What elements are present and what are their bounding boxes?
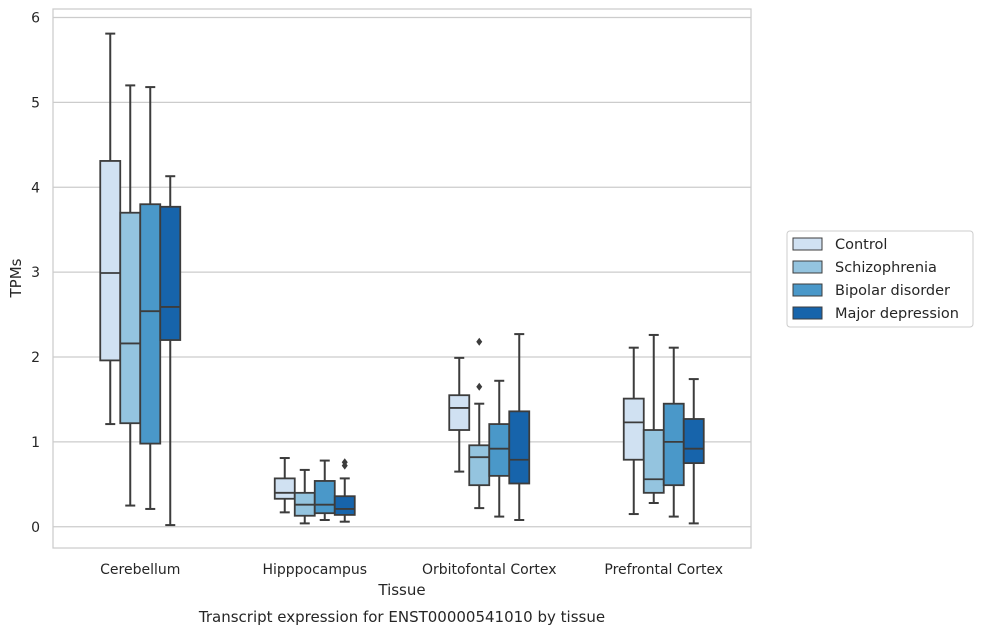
legend-swatch-bipolar-disorder [792, 283, 823, 297]
x-axis-label: Tissue [377, 581, 425, 599]
box-prefrontal-cortex-control [622, 346, 645, 516]
y-tick-label-5: 5 [31, 95, 40, 111]
legend-entry-control: Control [792, 237, 887, 253]
box-orbitofontal-cortex-schizophrenia-iqr [468, 444, 491, 487]
y-axis-label: TPMs [7, 258, 25, 298]
box-orbitofontal-cortex-schizophrenia-outlier-0 [476, 382, 483, 391]
chart-caption: Transcript expression for ENST0000054101… [198, 608, 605, 626]
x-tick-label-orbitofontal-cortex: Orbitofontal Cortex [422, 562, 557, 578]
x-tick-label-prefrontal-cortex: Prefrontal Cortex [604, 562, 723, 578]
box-orbitofontal-cortex-control-iqr [448, 394, 471, 431]
legend-label-control: Control [835, 237, 887, 253]
box-series [99, 32, 705, 527]
y-tick-label-2: 2 [31, 350, 40, 366]
box-orbitofontal-cortex-control [448, 356, 471, 473]
legend-swatch-major-depression [792, 306, 823, 320]
box-cerebellum-schizophrenia-iqr [119, 211, 142, 425]
box-orbitofontal-cortex-bipolar-disorder-iqr [488, 423, 511, 477]
box-hipppocampus-major-depression-iqr [333, 495, 356, 516]
box-hipppocampus-control [273, 457, 296, 514]
x-tick-label-cerebellum: Cerebellum [100, 562, 180, 578]
y-tick-labels: 0 1 2 3 4 5 6 [31, 10, 40, 535]
y-tick-label-3: 3 [31, 265, 40, 281]
box-hipppocampus-major-depression [333, 458, 356, 523]
legend: Control Schizophrenia Bipolar disorder M… [786, 230, 974, 328]
box-cerebellum-major-depression-iqr [159, 205, 182, 341]
box-cerebellum-major-depression [159, 175, 182, 527]
legend-entry-bipolar-disorder: Bipolar disorder [792, 283, 950, 299]
box-hipppocampus-bipolar-disorder-iqr [313, 480, 336, 515]
box-prefrontal-cortex-control-iqr [622, 397, 645, 461]
box-cerebellum-control [99, 32, 122, 426]
legend-frame [786, 230, 974, 328]
box-orbitofontal-cortex-schizophrenia-outlier-1 [476, 337, 483, 346]
y-tick-label-0: 0 [31, 520, 40, 536]
legend-label-major-depression: Major depression [835, 306, 959, 322]
y-tick-label-4: 4 [31, 180, 40, 196]
x-tick-label-hipppocampus: Hipppocampus [262, 562, 367, 578]
legend-swatch-schizophrenia [792, 260, 823, 274]
box-orbitofontal-cortex-major-depression [508, 333, 531, 521]
legend-entry-major-depression: Major depression [792, 306, 959, 322]
box-hipppocampus-major-depression-outlier-1 [341, 458, 348, 467]
legend-swatch-control [792, 237, 823, 251]
box-prefrontal-cortex-major-depression [682, 378, 705, 525]
box-prefrontal-cortex-bipolar-disorder-iqr [662, 402, 685, 487]
box-prefrontal-cortex-schizophrenia-iqr [642, 429, 665, 494]
plot-frame [52, 8, 752, 549]
box-hipppocampus-control-iqr [273, 477, 296, 500]
box-cerebellum-bipolar-disorder-iqr [139, 203, 162, 445]
box-orbitofontal-cortex-major-depression-iqr [508, 410, 531, 485]
y-tick-label-1: 1 [31, 435, 40, 451]
legend-entry-schizophrenia: Schizophrenia [792, 260, 937, 276]
legend-label-schizophrenia: Schizophrenia [835, 260, 937, 276]
y-tick-label-6: 6 [31, 10, 40, 26]
legend-label-bipolar-disorder: Bipolar disorder [835, 283, 950, 299]
x-tick-labels: Cerebellum Hipppocampus Orbitofontal Corte… [100, 562, 723, 578]
box-prefrontal-cortex-major-depression-iqr [682, 418, 705, 465]
box-cerebellum-control-iqr [99, 160, 122, 362]
box-orbitofontal-cortex-schizophrenia [468, 337, 491, 510]
